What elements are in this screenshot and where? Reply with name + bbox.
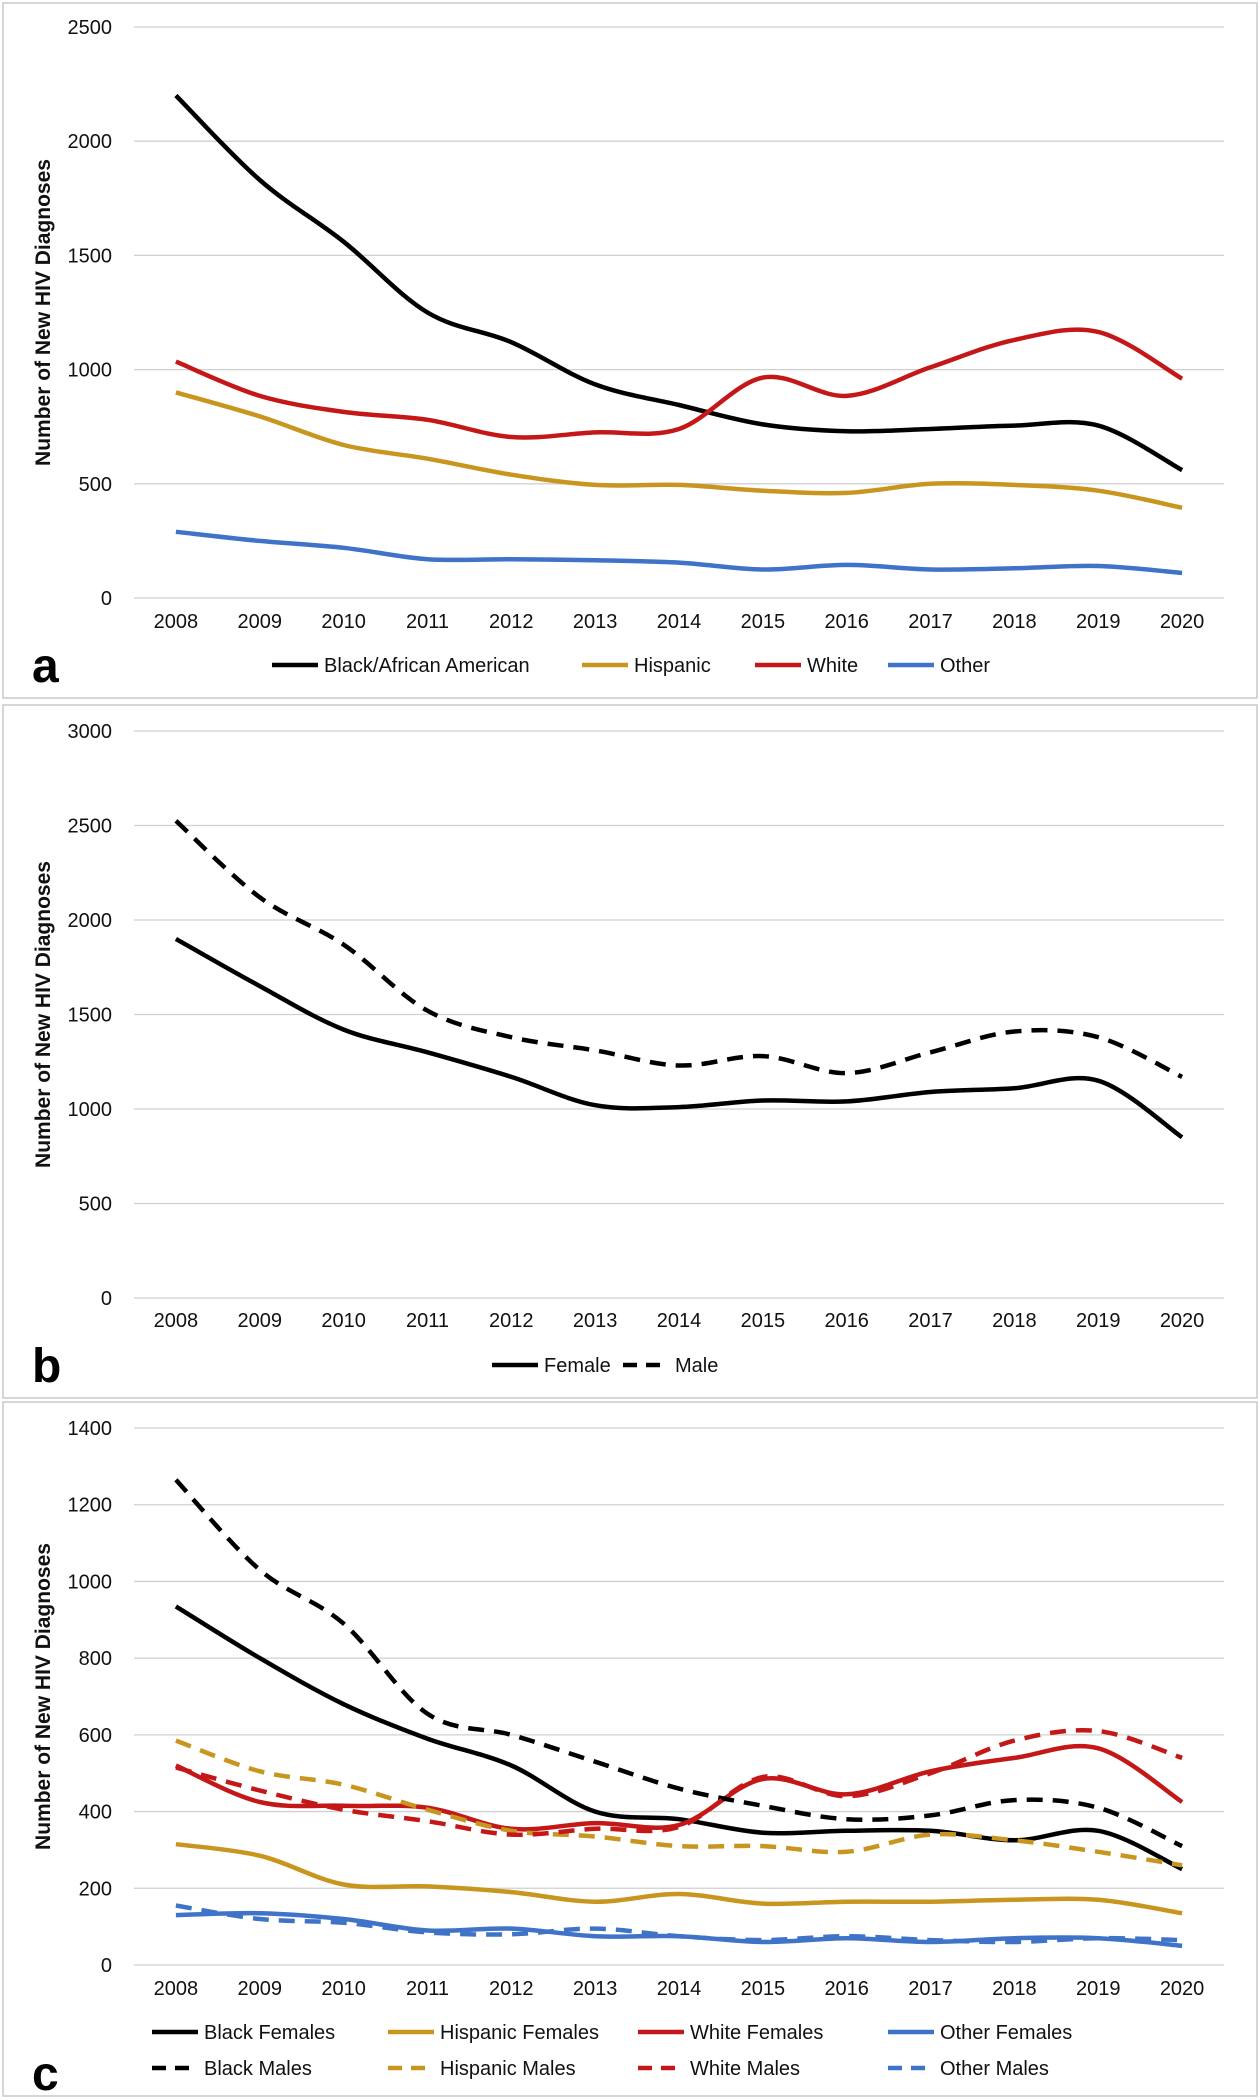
y-tick-label: 800 [79, 1648, 112, 1670]
panel-letter: b [32, 1340, 61, 1393]
x-tick-label: 2010 [321, 611, 366, 633]
x-tick-label: 2014 [657, 611, 702, 633]
x-tick-label: 2013 [573, 1310, 618, 1332]
panel-a: 0 500 1000 1500 2000 2500 2008 2009 2010 2011 2012… [2, 2, 1258, 699]
x-tick-label: 2012 [489, 611, 534, 633]
legend-label-black-males: Black Males [204, 2058, 312, 2080]
x-tick-label: 2014 [657, 1978, 702, 2000]
x-tick-label: 2020 [1160, 1978, 1205, 2000]
series-line-white-females [174, 1743, 1184, 1832]
panel-letter: a [32, 640, 59, 693]
y-tick-label: 1500 [68, 245, 113, 267]
y-tick-label: 400 [79, 1802, 112, 1824]
x-tick-label: 2017 [908, 611, 953, 633]
series-line-black-african-american [174, 93, 1184, 473]
y-tick-label: 600 [79, 1725, 112, 1747]
y-tick-label: 2000 [68, 910, 113, 932]
x-tick-label: 2019 [1076, 611, 1121, 633]
legend-label-black-females: Black Females [204, 2022, 335, 2044]
x-tick-label: 2017 [908, 1310, 953, 1332]
series-line-hispanic [175, 390, 1183, 511]
series-line-white [175, 327, 1184, 440]
legend-label-black-african-american: Black/African American [324, 655, 530, 677]
x-tick-label: 2018 [992, 1310, 1037, 1332]
legend-label-white: White [807, 655, 858, 677]
y-tick-label: 1000 [68, 1571, 113, 1593]
y-tick-label: 500 [79, 474, 112, 496]
x-tick-label: 2020 [1160, 611, 1205, 633]
x-tick-label: 2015 [741, 611, 786, 633]
y-tick-label: 3000 [68, 721, 113, 743]
panel-b: 0 500 1000 1500 2000 2500 3000 2008 2009 2010 2011… [2, 704, 1258, 1399]
x-tick-label: 2013 [573, 611, 618, 633]
y-tick-label: 200 [79, 1878, 112, 1900]
y-tick-label: 1000 [68, 1099, 113, 1121]
legend-label-white-females: White Females [690, 2022, 823, 2044]
x-tick-label: 2008 [154, 611, 199, 633]
y-tick-label: 1500 [68, 1005, 113, 1027]
x-tick-label: 2013 [573, 1978, 618, 2000]
x-tick-label: 2010 [321, 1978, 366, 2000]
series-line-other [175, 529, 1183, 576]
series-line-other-males [175, 1903, 1183, 1945]
legend-label-hispanic-males: Hispanic Males [440, 2058, 576, 2080]
series-line-male [174, 819, 1184, 1079]
y-tick-label: 2500 [68, 816, 113, 838]
legend-label-other-males: Other Males [940, 2058, 1049, 2080]
x-tick-label: 2008 [154, 1978, 199, 2000]
y-axis-title: Number of New HIV Diagnoses [32, 159, 55, 466]
x-tick-label: 2011 [406, 1310, 449, 1332]
y-tick-label: 500 [79, 1194, 112, 1216]
panel-frame [2, 2, 1258, 699]
x-tick-label: 2009 [238, 611, 283, 633]
series-line-white-males [175, 1727, 1183, 1838]
x-tick-label: 2015 [741, 1978, 786, 2000]
x-tick-label: 2016 [824, 1978, 869, 2000]
y-tick-label: 0 [101, 588, 112, 610]
series-line-black-females [174, 1604, 1184, 1872]
x-tick-label: 2018 [992, 1978, 1037, 2000]
y-tick-label: 0 [101, 1955, 112, 1977]
y-tick-label: 1400 [68, 1418, 113, 1440]
legend-label-white-males: White Males [690, 2058, 800, 2080]
legend-label-female: Female [544, 1355, 611, 1377]
panel-frame [2, 704, 1258, 1399]
series-line-female [174, 936, 1184, 1140]
y-tick-label: 0 [101, 1288, 112, 1310]
x-tick-label: 2011 [406, 1978, 449, 2000]
x-tick-label: 2018 [992, 611, 1037, 633]
x-tick-label: 2019 [1076, 1978, 1121, 2000]
y-tick-label: 1200 [68, 1495, 113, 1517]
y-tick-label: 2000 [68, 131, 113, 153]
x-tick-label: 2019 [1076, 1310, 1121, 1332]
x-tick-label: 2008 [154, 1310, 199, 1332]
x-tick-label: 2011 [406, 611, 449, 633]
legend-label-male: Male [675, 1355, 718, 1377]
x-tick-label: 2015 [741, 1310, 786, 1332]
legend-label-hispanic: Hispanic [634, 655, 711, 677]
y-tick-label: 1000 [68, 360, 113, 382]
x-tick-label: 2020 [1160, 1310, 1205, 1332]
x-tick-label: 2010 [321, 1310, 366, 1332]
x-tick-label: 2012 [489, 1978, 534, 2000]
series-line-hispanic-females [175, 1841, 1183, 1916]
x-tick-label: 2016 [824, 611, 869, 633]
panel-c: 0 200 400 600 800 1000 1200 1400 2008 2009 2010 201… [2, 1401, 1258, 2100]
y-tick-label: 2500 [68, 17, 113, 39]
legend-label-other-females: Other Females [940, 2022, 1072, 2044]
x-tick-label: 2009 [238, 1310, 283, 1332]
x-tick-label: 2017 [908, 1978, 953, 2000]
y-axis-title: Number of New HIV Diagnoses [32, 1543, 55, 1850]
x-tick-label: 2014 [657, 1310, 702, 1332]
series-line-black-males [174, 1478, 1184, 1849]
x-tick-label: 2012 [489, 1310, 534, 1332]
legend-label-hispanic-females: Hispanic Females [440, 2022, 599, 2044]
y-axis-title: Number of New HIV Diagnoses [32, 861, 55, 1168]
x-tick-label: 2016 [824, 1310, 869, 1332]
legend-label-other: Other [940, 655, 990, 677]
x-tick-label: 2009 [238, 1978, 283, 2000]
panel-letter: c [32, 2048, 59, 2100]
